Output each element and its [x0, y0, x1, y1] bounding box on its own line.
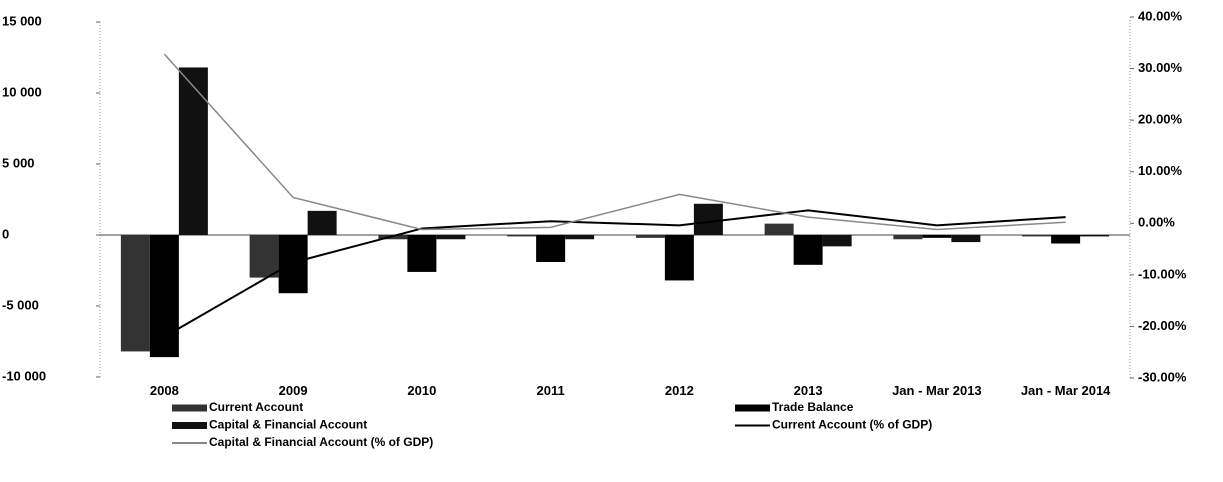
y2-tick-label: -20.00% — [1138, 318, 1187, 333]
bar — [1051, 235, 1081, 244]
bar — [536, 235, 566, 262]
y2-tick-label: -10.00% — [1138, 266, 1187, 281]
legend-swatch — [172, 422, 207, 429]
y2-tick-label: 0.00% — [1138, 215, 1175, 230]
x-tick-label: 2008 — [149, 383, 179, 398]
bar — [278, 235, 308, 294]
x-tick-label: 2012 — [664, 383, 694, 398]
y-tick-label: 5 000 — [2, 155, 35, 170]
bar — [307, 210, 337, 235]
bar — [407, 235, 437, 272]
y2-tick-label: 30.00% — [1138, 60, 1183, 75]
legend-swatch — [735, 404, 770, 412]
x-tick-label: 2013 — [793, 383, 823, 398]
line — [163, 209, 1066, 338]
bar — [436, 235, 466, 240]
y-tick-label: -5 000 — [2, 297, 39, 312]
bar — [922, 235, 952, 238]
y2-tick-label: 40.00% — [1138, 8, 1183, 23]
bar — [120, 235, 150, 352]
y-tick-label: 15 000 — [2, 13, 42, 28]
bar — [951, 235, 981, 243]
x-tick-label: 2011 — [536, 383, 565, 398]
bar — [664, 235, 694, 281]
legend-label: Trade Balance — [772, 400, 854, 414]
bar — [149, 235, 179, 358]
bar — [507, 235, 537, 237]
legend-label: Capital & Financial Account (% of GDP) — [209, 435, 433, 449]
x-tick-label: Jan - Mar 2014 — [1020, 383, 1111, 398]
y-tick-label: -10 000 — [2, 368, 46, 383]
bar — [822, 235, 852, 247]
y2-tick-label: 20.00% — [1138, 112, 1183, 127]
y-tick-label: 0 — [2, 226, 9, 241]
legend-label: Current Account (% of GDP) — [772, 418, 932, 432]
y2-tick-label: 10.00% — [1138, 163, 1183, 178]
legend-label: Current Account — [209, 400, 303, 414]
legend-swatch — [172, 404, 207, 412]
x-tick-label: 2009 — [278, 383, 308, 398]
bar — [793, 235, 823, 265]
x-tick-label: Jan - Mar 2013 — [892, 383, 982, 398]
bar — [249, 235, 279, 278]
y-tick-label: 10 000 — [2, 84, 42, 99]
bar — [565, 235, 595, 240]
line — [163, 53, 1066, 231]
y2-tick-label: -30.00% — [1138, 369, 1187, 384]
bar — [178, 67, 208, 235]
legend-label: Capital & Financial Account — [209, 418, 367, 432]
bar — [764, 223, 794, 235]
bar — [1080, 235, 1110, 237]
bar — [893, 235, 923, 240]
x-tick-label: 2010 — [407, 383, 437, 398]
bar — [693, 203, 723, 235]
bar — [635, 235, 665, 238]
bar — [1022, 235, 1052, 237]
